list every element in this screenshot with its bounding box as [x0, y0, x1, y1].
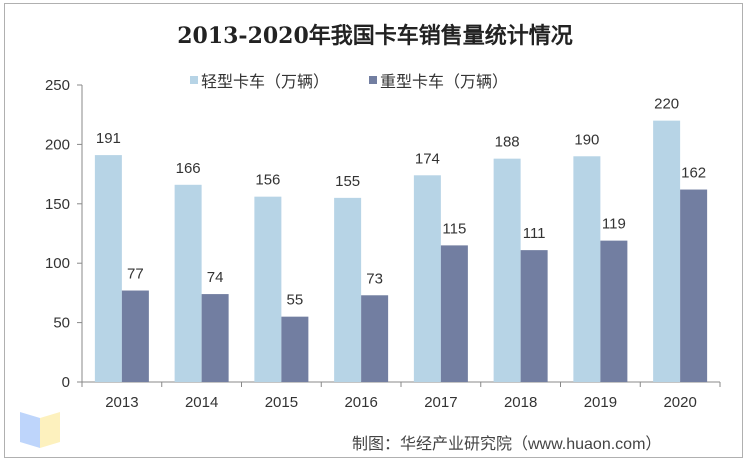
data-label: 74	[207, 269, 224, 286]
x-tick-label: 2019	[584, 394, 617, 411]
bar-heavy	[281, 316, 309, 382]
watermark-logo	[20, 410, 66, 455]
bar-light	[493, 158, 521, 382]
data-label: 73	[366, 270, 383, 287]
legend-item-light: 轻型卡车（万辆）	[190, 68, 329, 92]
source-credit: 制图：华经产业研究院（www.huaon.com）	[352, 436, 662, 453]
bar-light	[254, 196, 282, 382]
data-label: 191	[96, 130, 121, 147]
bar-light	[94, 155, 122, 382]
legend-label-light: 轻型卡车（万辆）	[201, 74, 330, 91]
x-tick-label: 2015	[265, 394, 298, 411]
x-tick-label: 2020	[663, 394, 696, 411]
bar-light	[573, 156, 601, 382]
bar-light	[334, 197, 362, 382]
bar-heavy	[121, 290, 149, 382]
y-tick-label: 200	[45, 136, 70, 153]
data-label: 220	[654, 96, 679, 113]
bar-heavy	[680, 189, 708, 382]
bar-light	[653, 120, 681, 382]
data-label: 190	[574, 131, 599, 148]
y-tick-label: 50	[53, 315, 70, 332]
bar-heavy	[201, 294, 229, 382]
data-label: 77	[127, 266, 144, 283]
bar-heavy	[520, 250, 548, 382]
data-label: 119	[602, 216, 626, 233]
data-label: 155	[335, 173, 360, 190]
y-tick-label: 150	[45, 196, 70, 213]
bar-light	[174, 184, 202, 382]
y-tick-label: 250	[45, 77, 70, 94]
y-tick-label: 100	[45, 255, 70, 272]
legend: 轻型卡车（万辆） 重型卡车（万辆）	[190, 68, 508, 92]
data-label: 111	[523, 225, 546, 242]
legend-swatch-light	[190, 76, 198, 84]
data-label: 156	[255, 172, 280, 189]
y-tick-label: 0	[62, 374, 70, 391]
x-tick-label: 2013	[105, 394, 138, 411]
x-tick-label: 2014	[185, 394, 218, 411]
data-label: 188	[495, 134, 520, 151]
x-tick-label: 2017	[424, 394, 457, 411]
chart-frame	[4, 3, 743, 458]
legend-label-heavy: 重型卡车（万辆）	[380, 74, 509, 91]
data-label: 166	[176, 160, 201, 177]
data-label: 174	[415, 150, 440, 167]
bar-light	[413, 175, 441, 382]
bar-heavy	[440, 245, 468, 382]
data-label: 115	[442, 220, 466, 237]
legend-item-heavy: 重型卡车（万辆）	[369, 68, 508, 92]
x-tick-label: 2018	[504, 394, 537, 411]
data-label: 55	[287, 292, 304, 309]
bar-heavy	[600, 240, 628, 382]
legend-swatch-heavy	[369, 76, 378, 84]
chart-title: 2013-2020年我国卡车销售量统计情况	[177, 23, 573, 49]
data-label: 162	[681, 165, 706, 182]
bar-heavy	[361, 295, 389, 382]
x-tick-label: 2016	[344, 394, 377, 411]
